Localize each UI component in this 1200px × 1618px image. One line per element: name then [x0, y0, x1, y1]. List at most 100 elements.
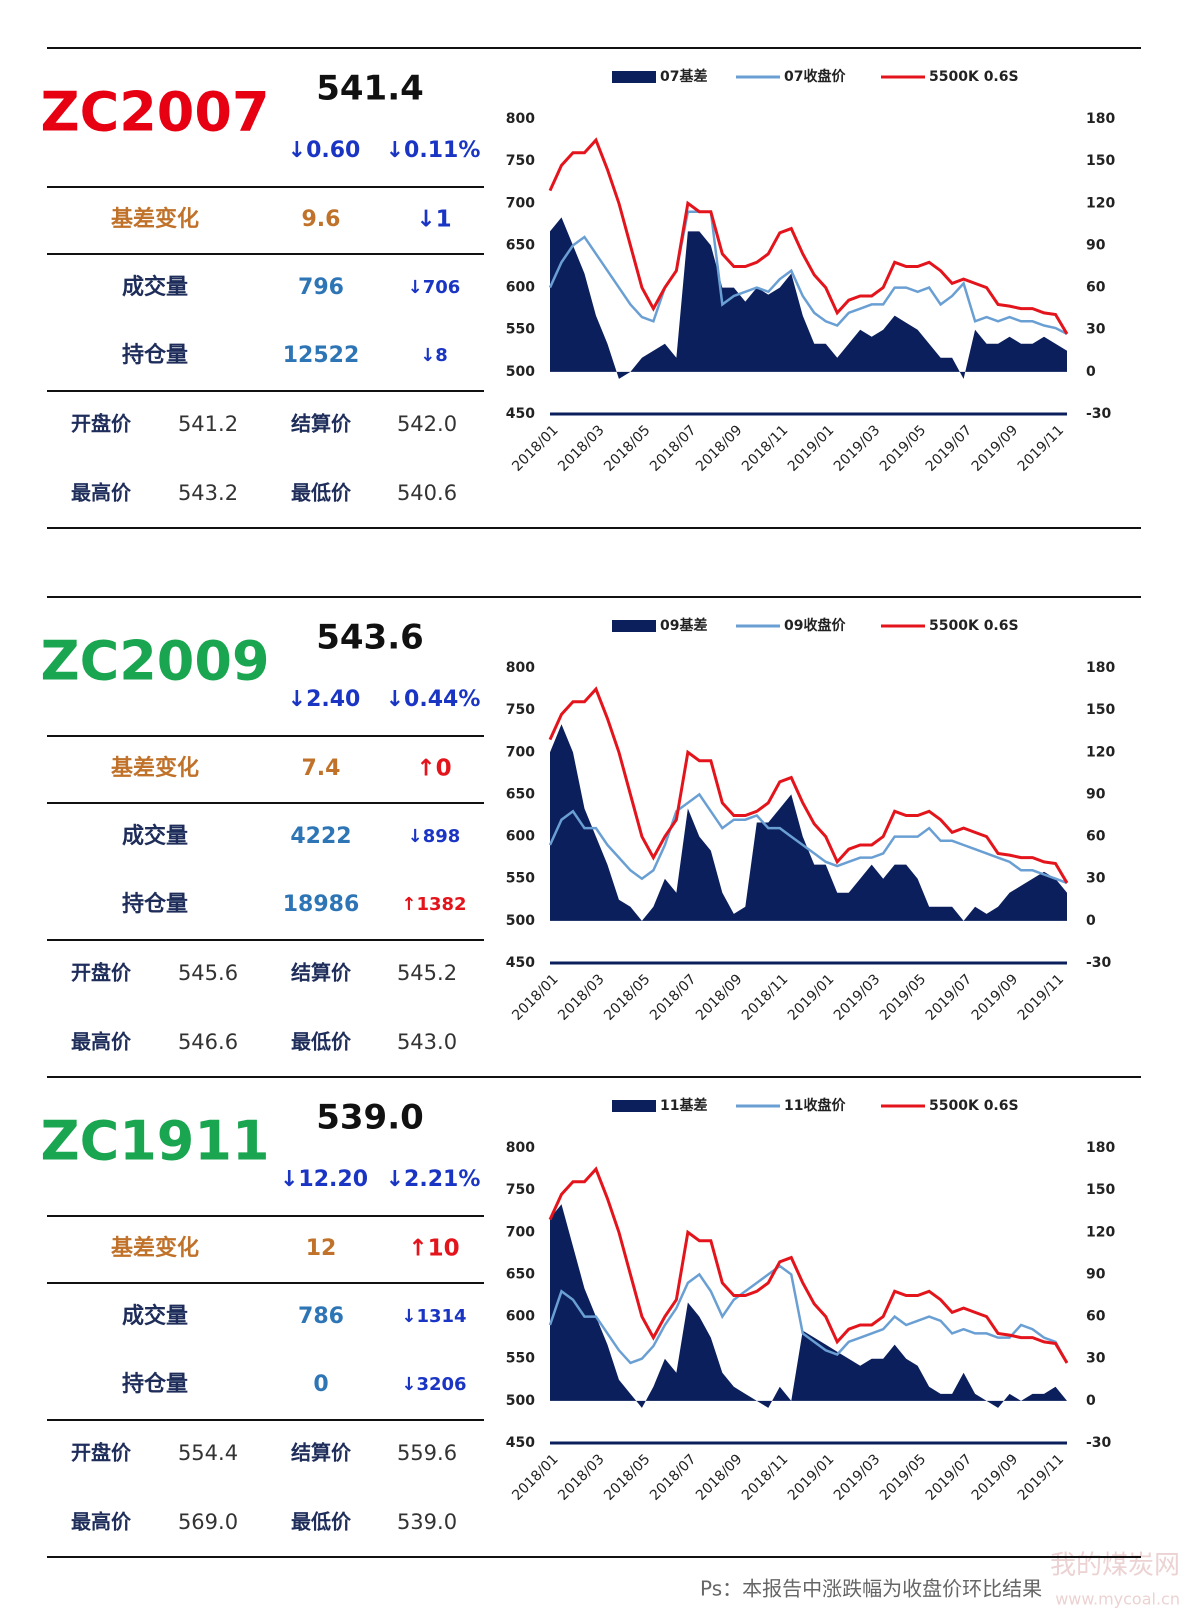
y2-tick-label: 30	[1086, 322, 1106, 338]
row-label: 持仓量	[122, 1371, 188, 1397]
row-delta: ↑10	[408, 1236, 459, 1262]
y-tick-label: 600	[506, 829, 535, 845]
x-tick-label: 2019/01	[785, 422, 837, 474]
row-delta: ↓1	[416, 207, 451, 233]
y-tick-label: 450	[506, 1435, 535, 1451]
x-tick-label: 2018/03	[555, 971, 607, 1023]
price-label: 最高价	[71, 1030, 132, 1054]
x-tick-label: 2019/05	[877, 1451, 929, 1503]
row-label: 成交量	[122, 823, 188, 849]
y2-tick-label: 90	[1086, 237, 1106, 253]
y2-tick-label: 150	[1086, 702, 1115, 718]
price-value: 545.6	[178, 961, 238, 985]
y2-tick-label: 180	[1086, 111, 1115, 127]
y-tick-label: 800	[506, 1140, 535, 1156]
x-tick-label: 2019/07	[923, 971, 975, 1023]
change: ↓12.20	[280, 1167, 368, 1192]
x-tick-label: 2018/09	[693, 1451, 745, 1503]
y-tick-label: 750	[506, 1182, 535, 1198]
price-label: 最高价	[71, 1510, 132, 1534]
basis-area	[550, 1204, 1067, 1408]
x-tick-label: 2018/05	[601, 971, 653, 1023]
row-value: 7.4	[302, 756, 341, 781]
legend-label: 07基差	[660, 68, 707, 85]
y2-tick-label: 90	[1086, 1266, 1106, 1282]
x-tick-label: 2018/11	[739, 1451, 791, 1503]
watermark-url: www.mycoal.cn	[1055, 1590, 1180, 1609]
y2-tick-label: 120	[1086, 195, 1115, 211]
legend-label: 07收盘价	[784, 68, 846, 85]
x-tick-label: 2019/09	[969, 971, 1021, 1023]
change-pct: ↓0.44%	[386, 687, 481, 712]
y2-tick-label: 60	[1086, 1309, 1106, 1325]
row-label: 持仓量	[122, 891, 188, 917]
y-tick-label: 650	[506, 237, 535, 253]
y-tick-label: 450	[506, 955, 535, 971]
price-value: 541.2	[178, 412, 238, 436]
row-delta: ↑1382	[401, 894, 466, 915]
y-tick-label: 650	[506, 1266, 535, 1282]
y2-tick-label: 30	[1086, 871, 1106, 887]
price-label: 开盘价	[71, 961, 132, 985]
row-delta: ↓3206	[401, 1374, 466, 1395]
price-value: 540.6	[397, 481, 457, 505]
y-tick-label: 500	[506, 913, 535, 929]
legend-label: 5500K 0.6S	[929, 618, 1019, 634]
x-tick-label: 2018/07	[647, 422, 699, 474]
y-tick-label: 750	[506, 702, 535, 718]
x-tick-label: 2019/03	[831, 422, 883, 474]
x-tick-label: 2018/03	[555, 422, 607, 474]
price-line	[548, 1264, 1069, 1365]
y-tick-label: 600	[506, 280, 535, 296]
y-tick-label: 800	[506, 660, 535, 676]
y2-tick-label: 30	[1086, 1351, 1106, 1367]
price: 541.4	[316, 69, 424, 109]
y-tick-label: 550	[506, 871, 535, 887]
y-tick-label: 750	[506, 153, 535, 169]
basis-area	[550, 724, 1067, 921]
price-line	[548, 1166, 1069, 1364]
legend-swatch	[612, 71, 656, 83]
x-tick-label: 2019/09	[969, 1451, 1021, 1503]
x-tick-label: 2019/01	[785, 971, 837, 1023]
row-value: 0	[313, 1372, 328, 1397]
price-label: 结算价	[291, 412, 352, 436]
price-value: 546.6	[178, 1030, 238, 1054]
row-value: 18986	[283, 892, 360, 917]
y-tick-label: 500	[506, 1393, 535, 1409]
y2-tick-label: 0	[1086, 1393, 1096, 1409]
y2-tick-label: 60	[1086, 280, 1106, 296]
y2-tick-label: 90	[1086, 786, 1106, 802]
price-value: 545.2	[397, 961, 457, 985]
x-tick-label: 2018/09	[693, 971, 745, 1023]
legend-label: 5500K 0.6S	[929, 69, 1019, 85]
row-value: 4222	[290, 824, 351, 849]
price-label: 结算价	[291, 961, 352, 985]
x-tick-label: 2018/05	[601, 1451, 653, 1503]
watermark: 我的煤炭网	[1050, 1551, 1180, 1581]
y2-tick-label: 150	[1086, 153, 1115, 169]
price-label: 最低价	[291, 1510, 352, 1534]
price: 543.6	[316, 618, 424, 658]
y2-tick-label: 0	[1086, 364, 1096, 380]
row-label: 基差变化	[111, 1235, 199, 1261]
y-tick-label: 500	[506, 364, 535, 380]
legend-label: 11收盘价	[784, 1097, 846, 1114]
price-value: 539.0	[397, 1510, 457, 1534]
x-tick-label: 2018/05	[601, 422, 653, 474]
contract: ZC2007	[40, 81, 269, 144]
row-value: 9.6	[302, 207, 341, 232]
row-label: 持仓量	[122, 342, 188, 368]
price-value: 559.6	[397, 1441, 457, 1465]
x-tick-label: 2018/01	[509, 1451, 561, 1503]
x-tick-label: 2018/11	[739, 422, 791, 474]
x-tick-label: 2019/07	[923, 422, 975, 474]
y-tick-label: 550	[506, 322, 535, 338]
change-pct: ↓0.11%	[386, 138, 481, 163]
row-label: 基差变化	[111, 206, 199, 232]
contract: ZC2009	[40, 630, 269, 693]
y2-tick-label: -30	[1086, 955, 1112, 971]
price-line	[548, 686, 1069, 884]
